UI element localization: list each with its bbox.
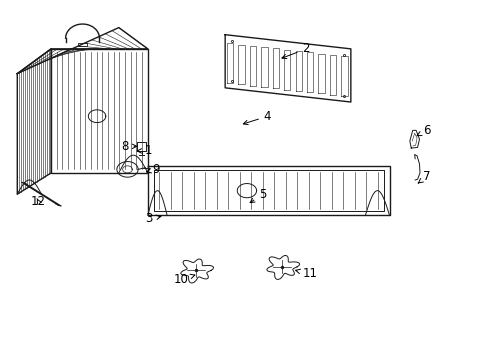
- Text: 5: 5: [249, 188, 266, 203]
- Text: 1: 1: [137, 144, 151, 157]
- Text: 3: 3: [145, 212, 161, 225]
- Text: 9: 9: [146, 163, 160, 176]
- Text: 12: 12: [31, 195, 46, 208]
- Text: 11: 11: [295, 267, 317, 280]
- Text: 10: 10: [174, 273, 195, 286]
- Text: 8: 8: [121, 140, 137, 153]
- Text: 4: 4: [243, 110, 271, 125]
- Text: 7: 7: [417, 170, 430, 183]
- Text: 6: 6: [416, 124, 430, 137]
- Text: 2: 2: [282, 42, 309, 59]
